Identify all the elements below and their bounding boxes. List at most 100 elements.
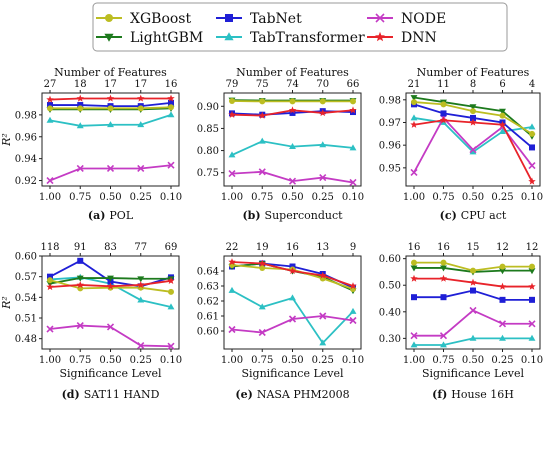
series-line-node [414,309,532,337]
data-point-xgboost [77,105,84,112]
x-tick-label: 0.10 [342,192,364,203]
x-axis-title: Significance Level [422,367,525,380]
data-point-xgboost [47,105,53,112]
data-point-dnn [319,109,327,117]
x-tick-label: 0.75 [251,355,273,366]
x-tick-label: 0.75 [432,355,454,366]
x-tick-label: 1.00 [39,192,61,203]
top-tick-label: 69 [165,242,178,253]
y-tick-label: 0.64 [197,267,219,278]
panel-caption: (c) CPU act [440,209,507,222]
top-tick-label: 16 [437,242,450,253]
data-point-dnn [76,281,84,289]
x-tick-label: 1.00 [39,355,61,366]
x-tick-label: 0.10 [521,192,543,203]
panel-caption: (d) SAT11 HAND [62,388,160,401]
data-point-tabtransformer [289,294,296,301]
data-point-lightgbm [137,276,145,283]
top-tick-label: 4 [529,79,535,90]
x-axis-title: Significance Level [241,367,344,380]
data-point-dnn [439,274,448,282]
data-point-dnn [228,258,236,266]
x-tick-label: 0.75 [69,192,91,203]
top-axis-title: Number of Features [54,66,167,79]
top-tick-label: 12 [496,242,509,253]
y-tick-label: 0.57 [15,272,37,283]
data-point-xgboost [47,277,53,284]
x-tick-label: 1.00 [403,192,425,203]
data-point-tabtransformer [469,334,477,341]
x-tick-label: 0.75 [251,192,273,203]
x-tick-label: 0.25 [491,192,513,203]
top-tick-label: 6 [499,79,505,90]
data-point-node [167,342,175,350]
data-point-node [228,170,236,178]
data-point-xgboost [499,263,506,270]
data-point-tabnet [289,109,296,116]
data-point-dnn [288,106,297,114]
chart-panel-d: 1.00 0.75 0.50 0.25 0.10 118 91 83 77 69 0.48 0.51 0… [0,242,182,401]
data-point-dnn [46,283,54,291]
data-point-node [137,341,145,350]
legend-box [92,2,508,52]
data-point-node [258,168,266,176]
data-point-tabnet [168,99,174,106]
data-point-dnn [76,94,84,102]
y-tick-label: 0.50 [379,281,401,292]
data-point-node [528,320,536,328]
data-point-node [469,306,477,315]
x-tick-label: 0.50 [281,192,303,203]
data-point-xgboost [229,97,235,104]
caption-letter: (d) [62,388,80,401]
data-point-tabnet [77,102,84,109]
data-point-tabnet [411,294,417,301]
data-point-tabtransformer [137,121,145,128]
x-tick-label: 1.00 [221,192,243,203]
data-point-dnn [319,271,327,279]
data-point-lightgbm [469,104,477,111]
data-point-xgboost [440,101,447,108]
top-tick-label: 18 [74,79,87,90]
caption-name: House 16H [451,388,514,401]
data-point-lightgbm [410,95,418,102]
data-point-tabtransformer [289,142,296,149]
data-point-xgboost [259,98,266,105]
legend-marker-node [375,13,385,23]
y-tick-label: 0.51 [15,314,37,325]
x-tick-label: 0.50 [462,355,484,366]
top-tick-label: 77 [134,242,147,253]
data-point-lightgbm [499,108,506,115]
panel-caption: (e) NASA PHM2008 [235,388,349,401]
data-point-lightgbm [76,275,84,282]
data-point-tabtransformer [167,303,175,310]
legend: XGBoost TabNet NODE LightGBM TabTransformer D… [92,2,508,52]
data-point-xgboost [289,98,296,105]
y-tick-label: 0.80 [197,146,219,157]
data-point-lightgbm [410,265,418,272]
data-point-dnn [498,282,507,290]
data-point-node [106,164,115,173]
x-tick-label: 1.00 [403,355,425,366]
top-tick-label: 19 [256,242,269,253]
caption-letter: (e) [235,388,252,401]
data-point-tabtransformer [528,123,536,130]
y-tick-label: 0.96 [379,141,401,152]
y-tick-label: 0.62 [197,297,219,308]
y-tick-label: 0.98 [379,95,401,106]
legend-label-tabtransformer: TabTransformer [250,30,365,46]
data-point-tabnet [440,294,447,301]
y-axis-title: R² [0,296,13,310]
legend-label-lightgbm: LightGBM [130,30,203,46]
data-point-tabtransformer [137,296,145,303]
data-point-tabnet [470,114,476,121]
data-point-tabnet [77,257,84,264]
x-tick-label: 0.10 [160,355,182,366]
y-tick-label: 0.30 [379,334,401,345]
y-tick-label: 0.40 [379,307,401,318]
data-point-dnn [167,276,175,284]
data-point-node [319,312,327,320]
top-tick-label: 9 [350,242,356,253]
